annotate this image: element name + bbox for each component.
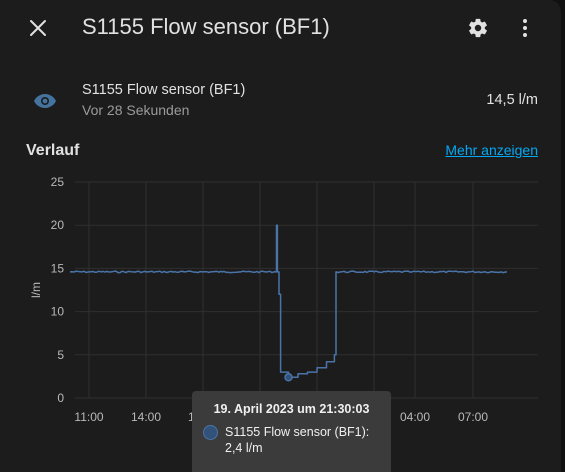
- tooltip-value: 2,4 l/m: [225, 441, 263, 455]
- show-more-link[interactable]: Mehr anzeigen: [445, 142, 538, 158]
- y-tick-label: 5: [57, 348, 64, 362]
- window-edge: [561, 0, 565, 472]
- tooltip-series-swatch: [203, 425, 218, 440]
- y-tick-label: 25: [51, 175, 65, 189]
- tooltip-title: 19. April 2023 um 21:30:03: [213, 402, 370, 416]
- y-axis-label: l/m: [29, 282, 43, 298]
- history-chart[interactable]: 051015202511:0014:0017:0020:0023:0002:00…: [0, 168, 561, 428]
- entity-last-changed: Vor 28 Sekunden: [82, 102, 190, 118]
- x-tick-label: 07:00: [458, 410, 488, 424]
- series-line: [69, 224, 508, 379]
- x-tick-label: 04:00: [400, 410, 430, 424]
- tooltip-series-label: S1155 Flow sensor (BF1):: [225, 425, 370, 439]
- y-tick-label: 10: [51, 305, 65, 319]
- x-tick-label: 11:00: [74, 410, 103, 424]
- history-heading: Verlauf: [26, 142, 80, 159]
- y-tick-label: 0: [57, 391, 64, 405]
- chart-tooltip: 19. April 2023 um 21:30:03 S1155 Flow se…: [192, 391, 391, 472]
- more-vertical-icon: [523, 19, 527, 37]
- close-button[interactable]: [18, 8, 58, 48]
- settings-button[interactable]: [458, 8, 498, 48]
- eye-icon: [30, 88, 60, 114]
- x-tick-label: 14:00: [131, 410, 161, 424]
- y-tick-label: 15: [51, 261, 65, 275]
- gear-icon: [469, 18, 487, 38]
- highlighted-point: [284, 373, 293, 382]
- dialog-header: S1155 Flow sensor (BF1): [0, 0, 561, 56]
- entity-state: 14,5 l/m: [486, 92, 538, 108]
- entity-name: S1155 Flow sensor (BF1): [82, 82, 246, 98]
- more-options-button[interactable]: [505, 8, 545, 48]
- y-tick-label: 20: [51, 218, 65, 232]
- entity-row[interactable]: S1155 Flow sensor (BF1) Vor 28 Sekunden …: [0, 76, 561, 126]
- close-icon: [30, 20, 46, 36]
- dialog-title: S1155 Flow sensor (BF1): [82, 14, 330, 39]
